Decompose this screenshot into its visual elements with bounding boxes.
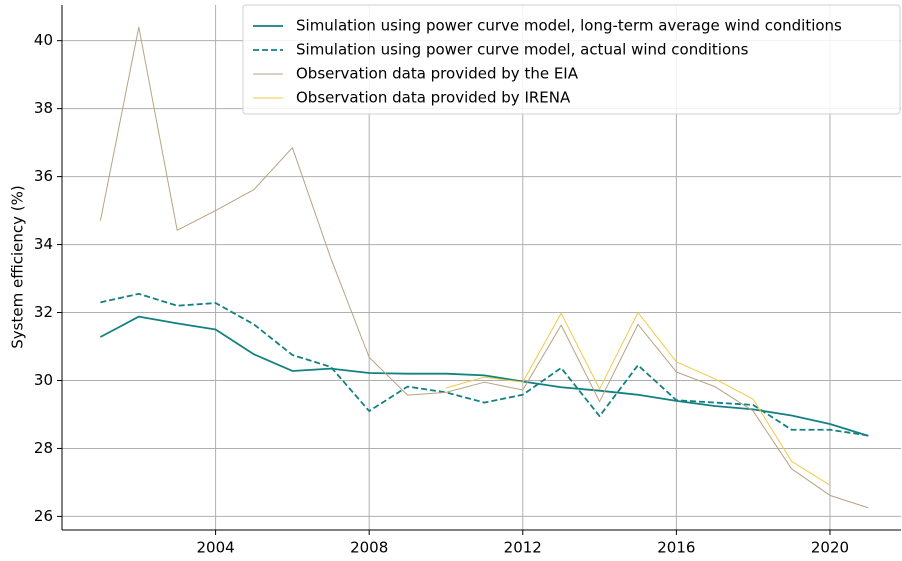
- y-tick-label: 28: [34, 439, 53, 457]
- y-tick-label: 32: [34, 303, 53, 321]
- x-tick-label: 2016: [657, 539, 695, 557]
- legend-box: [242, 4, 901, 115]
- legend: Simulation using power curve model, long…: [242, 4, 901, 115]
- legend-label: Observation data provided by IRENA: [296, 89, 571, 107]
- legend-label: Simulation using power curve model, actu…: [296, 41, 749, 59]
- y-tick-label: 36: [34, 167, 53, 185]
- y-tick-label: 38: [34, 99, 53, 117]
- x-tick-label: 2020: [811, 539, 849, 557]
- series-line: [99, 315, 869, 437]
- y-axis-label: System efficiency (%): [9, 185, 27, 348]
- y-tick-label: 34: [34, 235, 53, 253]
- x-tick-label: 2004: [196, 539, 234, 557]
- legend-label: Simulation using power curve model, long…: [296, 17, 842, 35]
- legend-label: Observation data provided by the EIA: [296, 65, 579, 83]
- y-tick-label: 40: [34, 31, 53, 49]
- series-line: [445, 312, 831, 486]
- y-tick-label: 30: [34, 371, 53, 389]
- series-line: [100, 292, 869, 437]
- x-tick-label: 2008: [350, 539, 388, 557]
- x-tick-label: 2012: [504, 539, 542, 557]
- y-tick-label: 26: [34, 507, 53, 525]
- series-line: [99, 26, 869, 509]
